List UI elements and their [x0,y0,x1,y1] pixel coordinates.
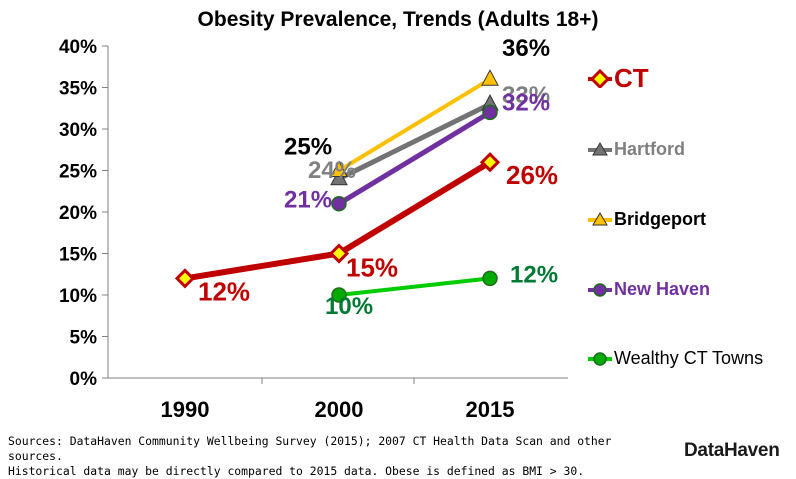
data-point-wealthy-ct-towns [331,287,347,303]
data-point-bridgeport [481,69,499,86]
y-tick-label: 15% [59,245,97,266]
chart-title: Obesity Prevalence, Trends (Adults 18+) [197,8,599,31]
y-tick-label: 0% [70,369,98,390]
legend-swatch-ct [588,68,612,88]
legend-swatch-hartford [588,142,612,156]
data-point-hartford [330,168,348,186]
data-point-ct [479,152,501,173]
x-tick-label: 2000 [315,397,364,422]
data-label-bridgeport: 36% [502,35,550,62]
y-tick-label: 30% [59,120,97,141]
legend-item-bridgeport: Bridgeport [586,205,706,233]
data-point-ct [174,268,196,289]
legend-item-wealthy-ct-towns: Wealthy CT Towns [586,344,763,372]
data-label-hartford: 24% [308,157,356,184]
y-tick-label: 40% [59,37,97,58]
y-tick-label: 25% [59,162,97,183]
legend-swatch-bridgeport [588,212,612,226]
source-line-2: Historical data may be directly compared… [8,464,585,478]
data-label-ct: 12% [198,276,250,306]
legend-label-new-haven: New Haven [614,278,711,299]
data-point-bridgeport [330,160,348,177]
data-label-ct: 15% [346,253,398,283]
data-label-new-haven: 21% [284,187,332,214]
data-label-wealthy-ct-towns: 12% [510,261,558,288]
series-line-hartford [337,101,492,182]
legend-label-wealthy-ct-towns: Wealthy CT Towns [614,347,764,368]
data-point-ct [328,243,350,264]
source-note: Sources: DataHaven Community Wellbeing S… [8,434,648,479]
data-label-ct: 26% [506,160,558,190]
legend-item-hartford: Hartford [586,135,685,163]
data-point-wealthy-ct-towns [482,270,498,287]
x-tick-label: 1990 [161,397,210,422]
y-tick-label: 35% [59,79,97,100]
legend-label-ct: CT [614,62,649,93]
x-tick-label: 2015 [466,397,515,422]
data-point-new-haven [482,104,498,121]
legend-swatch-new-haven [588,283,612,297]
data-label-new-haven: 32% [502,89,550,116]
data-label-hartford: 33% [502,82,550,109]
y-tick-label: 10% [59,286,97,307]
series-line-bridgeport [337,77,492,173]
y-tick-label: 5% [70,328,98,349]
y-tick-label: 20% [59,203,97,224]
series-line-new-haven [337,110,492,206]
legend-item-new-haven: New Haven [586,275,710,303]
source-line-1: Sources: DataHaven Community Wellbeing S… [8,434,612,463]
datahaven-logo: DataHaven [684,440,780,461]
series-line-wealthy-ct-towns [338,276,491,297]
data-point-new-haven [331,195,347,212]
data-label-wealthy-ct-towns: 10% [325,293,373,320]
legend-label-hartford: Hartford [614,138,685,159]
legend-label-bridgeport: Bridgeport [614,208,706,229]
legend-swatch-wealthy-ct-towns [588,352,612,366]
data-label-bridgeport: 25% [284,134,332,161]
legend-item-ct: CT [586,62,649,93]
